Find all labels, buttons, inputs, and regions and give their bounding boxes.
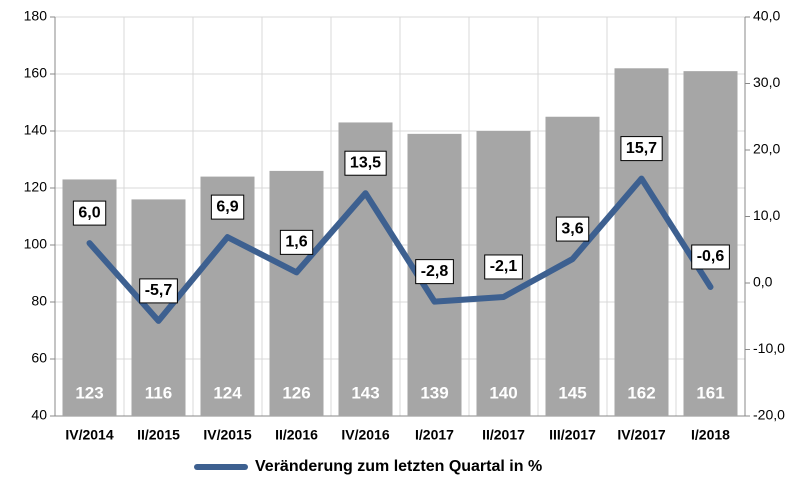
- line-value-label: -5,7: [139, 278, 178, 304]
- y-tick-label: 160: [24, 65, 48, 81]
- line-value-text: -5,7: [145, 282, 173, 299]
- bar-value-label: 161: [696, 383, 724, 402]
- line-value-text: 13,5: [350, 154, 381, 171]
- label-box: [620, 136, 663, 162]
- y-tick-label: 140: [24, 122, 48, 138]
- bar-value-label: 145: [558, 383, 586, 402]
- line-value-text: 1,6: [285, 234, 307, 251]
- x-tick-label: II/2015: [137, 427, 180, 443]
- x-tick-label: I/2018: [691, 427, 730, 443]
- line-value-label: 13,5: [344, 150, 387, 176]
- y2-tick-label: -10,0: [753, 340, 785, 356]
- x-tick-label: IV/2016: [341, 427, 389, 443]
- bar-value-label: 123: [75, 383, 103, 402]
- bar: [683, 71, 738, 417]
- y-tick-label: 180: [24, 8, 48, 24]
- bar-value-label: 124: [213, 383, 242, 402]
- label-box: [279, 229, 314, 255]
- bar-value-label: 116: [145, 383, 172, 402]
- label-box: [344, 150, 387, 176]
- bar-value-label: 139: [420, 383, 448, 402]
- line-value-text: 6,0: [78, 204, 100, 221]
- line-value-label: 15,7: [620, 136, 663, 162]
- x-tick-label: IV/2015: [203, 427, 251, 443]
- x-tick-label: I/2017: [415, 427, 454, 443]
- line-value-label: -0,6: [691, 244, 730, 270]
- y-tick-label: 60: [31, 350, 47, 366]
- line-value-text: -0,6: [697, 248, 725, 265]
- legend-label: Veränderung zum letzten Quartal in %: [255, 458, 542, 475]
- x-tick-label: IV/2014: [65, 427, 113, 443]
- bar-value-label: 126: [282, 383, 310, 402]
- line-value-text: -2,1: [490, 258, 518, 275]
- x-tick-label: IV/2017: [617, 427, 665, 443]
- label-box: [72, 200, 107, 226]
- x-tick-label: II/2017: [482, 427, 525, 443]
- bar-value-label: 140: [489, 383, 517, 402]
- y-tick-label: 80: [31, 293, 47, 309]
- y2-tick-label: 10,0: [753, 207, 780, 223]
- y2-tick-label: 40,0: [753, 8, 780, 24]
- line-value-text: 6,9: [216, 198, 238, 215]
- line-value-label: -2,1: [484, 254, 523, 280]
- bar: [614, 68, 669, 417]
- y2-tick-label: 0,0: [753, 274, 773, 290]
- x-tick-label: II/2016: [275, 427, 318, 443]
- line-value-label: -2,8: [415, 259, 454, 285]
- y2-tick-label: -20,0: [753, 407, 785, 423]
- line-value-label: 6,9: [210, 194, 245, 220]
- y2-tick-label: 20,0: [753, 141, 780, 157]
- label-box: [484, 254, 523, 280]
- bar: [131, 199, 186, 416]
- x-tick-label: III/2017: [549, 427, 596, 443]
- line: [86, 175, 714, 324]
- label-box: [555, 216, 590, 242]
- y-tick-label: 120: [24, 179, 48, 195]
- label-box: [415, 259, 454, 285]
- line-value-label: 1,6: [279, 229, 314, 255]
- y2-tick-label: 30,0: [753, 74, 780, 90]
- line-value-text: 3,6: [561, 220, 583, 237]
- label-box: [139, 278, 178, 304]
- bar-value-label: 162: [627, 383, 655, 402]
- line-value-label: 6,0: [72, 200, 107, 226]
- bar: [269, 170, 324, 416]
- y-tick-label: 40: [31, 407, 47, 423]
- label-box: [210, 194, 245, 220]
- y-tick-label: 100: [24, 236, 48, 252]
- label-box: [691, 244, 730, 270]
- line-value-text: 15,7: [626, 140, 657, 157]
- line-value-text: -2,8: [421, 263, 449, 280]
- line-value-label: 3,6: [555, 216, 590, 242]
- bar-value-label: 143: [351, 383, 379, 402]
